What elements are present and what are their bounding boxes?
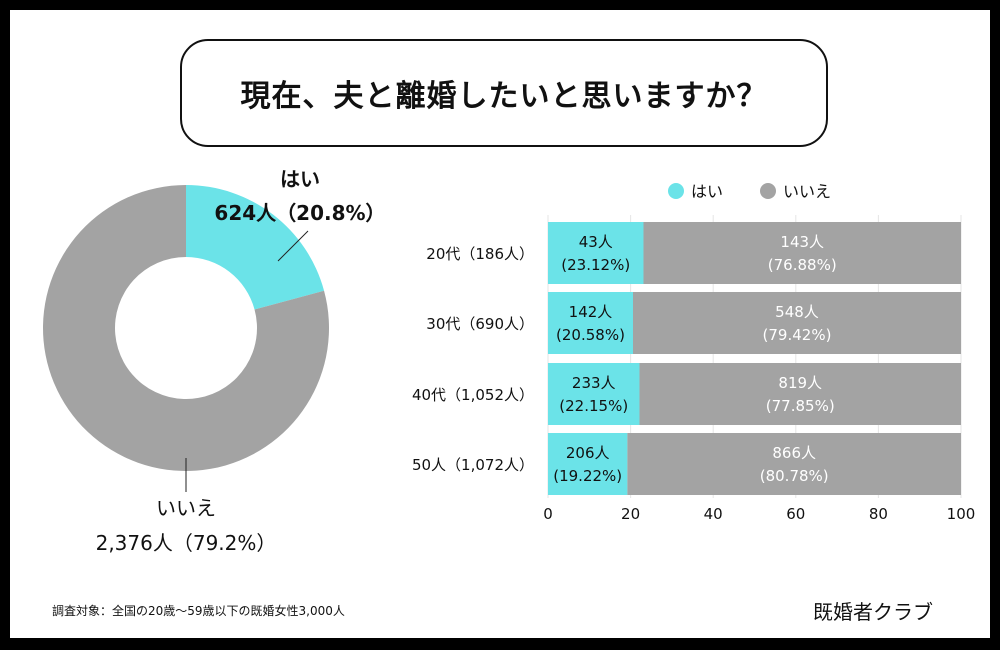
x-tick-label: 20 [621,505,640,523]
brand-name: 既婚者クラブ [813,600,933,624]
data-label-yes-pct: (20.58%) [556,326,625,344]
bar-no [627,433,961,495]
data-label-yes-pct: (19.22%) [553,467,622,485]
bar-no [643,222,961,284]
bar-yes [548,292,633,354]
data-label-no-pct: (79.42%) [763,326,832,344]
slice-count-yes: 624人（20.8%） [214,201,385,225]
chart-title: 現在、夫と離婚したいと思いますか？ [240,79,768,114]
category-label: 20代（186人） [426,245,534,263]
data-label-yes-count: 233人 [572,374,616,392]
data-label-no-pct: (77.85%) [766,397,835,415]
x-tick-label: 60 [786,505,805,523]
bar-yes [548,363,640,425]
legend-label-yes: はい [691,182,723,201]
bar-no [639,363,961,425]
data-label-yes-count: 142人 [569,303,613,321]
survey-footnote: 調査対象：全国の20歳〜59歳以下の既婚女性3,000人 [52,604,345,618]
chart-card: 現在、夫と離婚したいと思いますか？ はい 624人（20.8%） いいえ 2,376人… [10,10,990,638]
donut-slice-yes [186,185,325,310]
legend-label-no: いいえ [783,182,831,201]
legend-swatch-yes [668,183,684,199]
data-label-yes-count: 206人 [566,444,610,462]
category-label: 30代（690人） [426,315,534,333]
bar-no [632,292,961,354]
donut-slice-no [42,185,329,471]
data-label-no-pct: (76.88%) [768,256,837,274]
data-label-no-count: 866人 [772,444,816,462]
data-label-no-pct: (80.78%) [760,467,829,485]
x-tick-label: 40 [704,505,723,523]
bar-yes [548,222,644,284]
category-label: 50人（1,072人） [412,456,534,474]
data-label-no-count: 548人 [775,303,819,321]
leader-line-yes [277,230,309,262]
title-box: 現在、夫と離婚したいと思いますか？ [180,39,828,147]
slice-count-no: 2,376人（79.2%） [96,531,277,555]
x-tick-label: 100 [947,505,976,523]
data-label-yes-pct: (23.12%) [561,256,630,274]
data-label-yes-pct: (22.15%) [559,397,628,415]
slice-label-no: いいえ [156,496,216,520]
x-tick-label: 80 [869,505,888,523]
bar-yes [548,433,628,495]
legend-swatch-no [760,183,776,199]
data-label-no-count: 819人 [778,374,822,392]
data-label-no-count: 143人 [780,233,824,251]
slice-label-yes: はい [280,167,320,191]
x-tick-label: 0 [543,505,553,523]
data-label-yes-count: 43人 [579,233,613,251]
category-label: 40代（1,052人） [412,386,534,404]
